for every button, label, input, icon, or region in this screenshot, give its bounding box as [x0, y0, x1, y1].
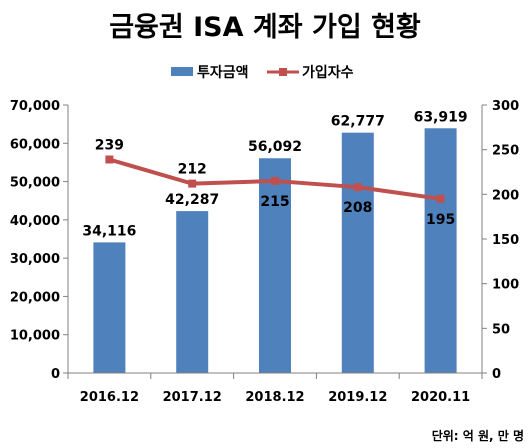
left-tick-label: 50,000 [10, 176, 60, 191]
x-tick-label: 2020.11 [411, 390, 470, 405]
right-tick-label: 250 [492, 144, 519, 159]
bar-series [93, 128, 457, 373]
bar [176, 211, 209, 373]
left-axis-ticks: 0 10,000 20,000 30,000 40,000 50,000 60,000 70,… [10, 99, 68, 382]
line-point [188, 179, 197, 188]
line-point [436, 194, 445, 203]
line-point [271, 176, 279, 185]
bar [93, 242, 126, 373]
unit-note: 단위: 억 원, 만 명 [432, 428, 524, 443]
bar-value-label: 34,116 [82, 223, 136, 239]
line-point [353, 183, 362, 192]
axes [67, 105, 483, 379]
right-axis-ticks: 0 50 100 150 200 250 300 [482, 99, 519, 382]
right-tick-label: 0 [492, 367, 501, 382]
right-tick-label: 150 [492, 233, 519, 248]
legend-label-investment: 투자금액 [197, 64, 249, 81]
legend-label-subscribers: 가입자수 [302, 65, 354, 81]
left-tick-label: 0 [51, 367, 60, 382]
left-tick-label: 30,000 [10, 252, 60, 267]
line-value-label: 215 [260, 194, 289, 210]
right-tick-label: 50 [492, 322, 510, 337]
left-tick-label: 60,000 [10, 137, 60, 152]
left-tick-label: 20,000 [10, 290, 60, 305]
bar-value-label: 56,092 [248, 139, 302, 155]
line-point [105, 155, 114, 164]
x-tick-label: 2017.12 [163, 390, 222, 405]
right-tick-label: 300 [492, 99, 519, 114]
bar [259, 158, 291, 373]
line-value-label: 208 [343, 200, 372, 216]
x-tick-label: 2019.12 [328, 390, 387, 405]
bar-value-label: 62,777 [331, 114, 385, 130]
x-axis-ticks: 2016.12 2017.12 2018.12 2019.12 2020.11 [80, 390, 470, 405]
bar-value-label: 42,287 [165, 192, 219, 208]
x-tick-label: 2016.12 [80, 390, 139, 405]
left-tick-label: 40,000 [10, 214, 60, 229]
chart-title: 금융권 ISA 계좌 가입 현황 [109, 12, 421, 43]
x-tick-label: 2018.12 [245, 390, 304, 405]
legend-marker-subscribers [279, 68, 287, 76]
left-tick-label: 10,000 [10, 329, 60, 344]
bar [341, 132, 374, 373]
bar [424, 128, 457, 373]
line-value-label: 195 [426, 212, 455, 228]
line-series [105, 155, 445, 203]
legend-swatch-investment [171, 67, 193, 76]
line-value-label: 239 [95, 137, 124, 153]
left-tick-label: 70,000 [10, 99, 60, 114]
line-value-label: 212 [178, 162, 207, 178]
bar-data-labels: 34,116 42,287 56,092 62,777 63,919 [82, 109, 467, 239]
legend: 투자금액 가입자수 [171, 64, 354, 81]
right-tick-label: 100 [492, 278, 519, 293]
bar-value-label: 63,919 [414, 109, 468, 125]
line-data-labels: 239 212 215 208 195 [95, 137, 455, 227]
right-tick-label: 200 [492, 188, 519, 203]
